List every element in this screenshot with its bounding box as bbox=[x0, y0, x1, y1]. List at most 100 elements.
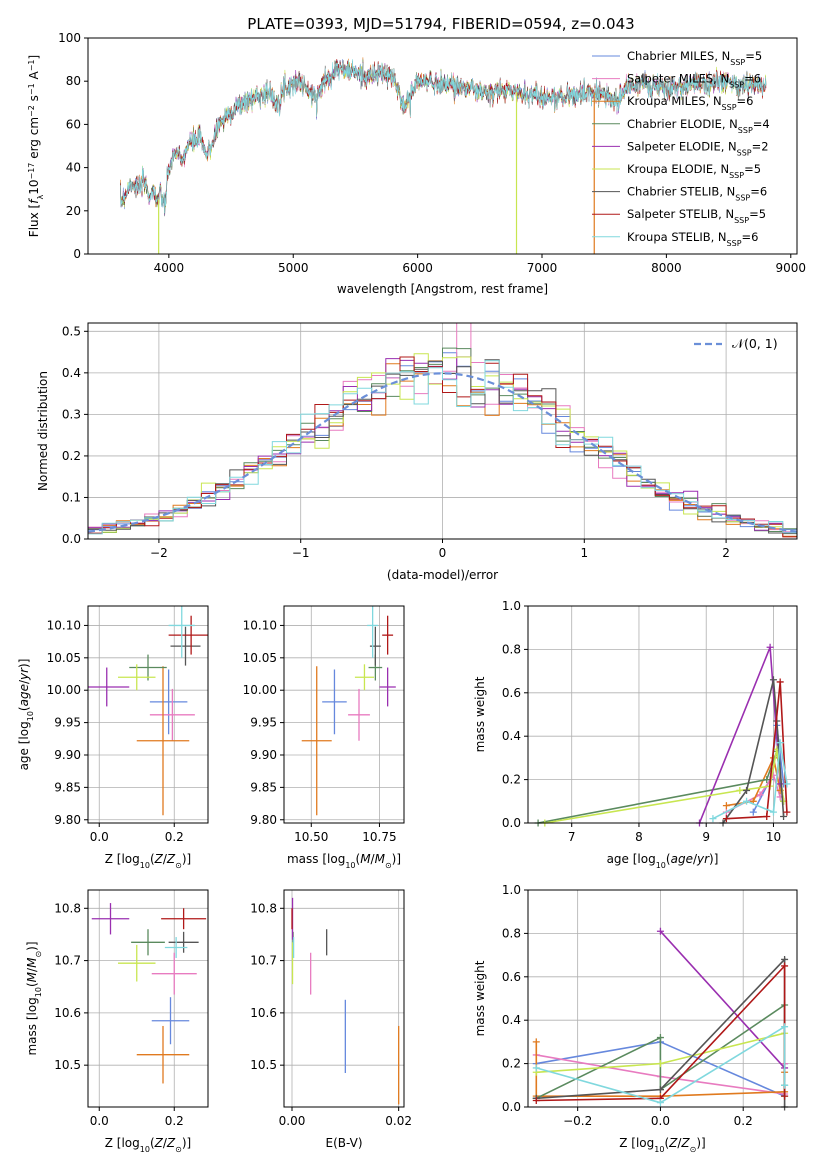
spectrum-ytick-label: 100 bbox=[58, 31, 81, 45]
weight-vs-age-point-marker bbox=[743, 797, 751, 805]
weight-vs-z-ytick-label: 0.6 bbox=[502, 970, 521, 984]
weight-vs-age-point-marker bbox=[776, 780, 784, 788]
residuals-ylabel: Normed distribution bbox=[36, 371, 50, 491]
residuals-legend-label: 𝒩(0, 1) bbox=[732, 336, 778, 351]
weight-vs-z-ytick-label: 0.4 bbox=[502, 1013, 521, 1027]
age-vs-mass-frame bbox=[283, 605, 405, 824]
age-vs-z-xlabel: Z [log10(Z/Z⊙)] bbox=[105, 852, 191, 870]
weight-vs-z-point-marker bbox=[656, 1034, 664, 1042]
residuals-xtick-label: 2 bbox=[722, 546, 730, 560]
residuals-frame bbox=[87, 322, 798, 540]
mass-vs-z-ylabel: mass [log10(M/M⊙)] bbox=[25, 941, 43, 1055]
spectrum-frame bbox=[87, 37, 798, 255]
age-vs-z-ytick-label: 9.80 bbox=[54, 813, 81, 827]
spectrum-xtick-label: 8000 bbox=[651, 261, 682, 275]
weight-vs-z-series-line bbox=[659, 930, 786, 1069]
mass-vs-z-ytick-label: 10.6 bbox=[54, 1006, 81, 1020]
weight-vs-z-point-marker bbox=[656, 1086, 664, 1094]
weight-vs-age-series-line bbox=[726, 681, 788, 820]
legend-label: Kroupa MILES, NSSP=6 bbox=[627, 94, 753, 112]
mass-vs-ebv-ytick-label: 10.8 bbox=[250, 901, 277, 915]
weight-vs-age-point-marker bbox=[766, 643, 774, 651]
age-vs-mass-ytick-label: 10.05 bbox=[243, 651, 277, 665]
weight-vs-z-ytick-label: 1.0 bbox=[502, 883, 521, 897]
legend-label: Salpeter MILES, NSSP=6 bbox=[627, 72, 761, 90]
weight-vs-z-ytick-label: 0.8 bbox=[502, 926, 521, 940]
mass-vs-ebv-xtick-label: 0.00 bbox=[279, 1114, 306, 1128]
weight-vs-age-point-marker bbox=[776, 739, 784, 747]
weight-vs-age-ytick-label: 0.8 bbox=[502, 642, 521, 656]
weight-vs-age-xtick-label: 10 bbox=[766, 830, 781, 844]
mass-vs-z-ytick-label: 10.7 bbox=[54, 954, 81, 968]
spectrum-xtick-label: 5000 bbox=[278, 261, 309, 275]
weight-vs-z-point-marker bbox=[781, 962, 789, 970]
weight-vs-z-frame bbox=[527, 889, 798, 1108]
weight-vs-age-point-marker bbox=[763, 776, 771, 784]
weight-vs-age-xtick-label: 8 bbox=[635, 830, 643, 844]
residuals-normal-curve bbox=[88, 372, 797, 533]
mass-vs-ebv-frame bbox=[283, 889, 405, 1108]
residuals-xtick-label: 1 bbox=[580, 546, 588, 560]
age-vs-mass-ytick-label: 9.95 bbox=[250, 716, 277, 730]
weight-vs-age-xlabel: age [log10(age/yr)] bbox=[607, 852, 719, 870]
residuals-ytick-label: 0.5 bbox=[62, 324, 81, 338]
weight-vs-age-xtick-label: 9 bbox=[702, 830, 710, 844]
mass-vs-ebv-ytick-label: 10.5 bbox=[250, 1058, 277, 1072]
weight-vs-age-xtick-label: 7 bbox=[568, 830, 576, 844]
mass-vs-z-frame bbox=[87, 889, 209, 1108]
age-vs-mass-ytick-label: 10.00 bbox=[243, 683, 277, 697]
legend-label: Kroupa ELODIE, NSSP=5 bbox=[627, 162, 761, 180]
age-vs-z-xtick-label: 0.2 bbox=[165, 830, 184, 844]
age-vs-z-ytick-label: 9.95 bbox=[54, 716, 81, 730]
residuals-xtick-label: −1 bbox=[292, 546, 310, 560]
weight-vs-age-point-marker bbox=[763, 812, 771, 820]
age-vs-z-ytick-label: 9.85 bbox=[54, 780, 81, 794]
residuals-ytick-label: 0.2 bbox=[62, 449, 81, 463]
weight-vs-z-point-marker bbox=[656, 1099, 664, 1107]
weight-vs-age-frame bbox=[527, 605, 798, 824]
weight-vs-age-ytick-label: 0.0 bbox=[502, 816, 521, 830]
spectrum-xlabel: wavelength [Angstrom, rest frame] bbox=[337, 282, 548, 296]
age-vs-mass-ytick-label: 9.80 bbox=[250, 813, 277, 827]
weight-vs-z-ytick-label: 0.0 bbox=[502, 1100, 521, 1114]
legend-label: Chabrier STELIB, NSSP=6 bbox=[627, 185, 767, 203]
age-vs-mass-xlabel: mass [log10(M/M⊙)] bbox=[287, 852, 401, 870]
weight-vs-age-ytick-label: 1.0 bbox=[502, 599, 521, 613]
residuals-xlabel: (data-model)/error bbox=[387, 568, 498, 582]
weight-vs-z-point-marker bbox=[781, 1092, 789, 1100]
weight-vs-age-ytick-label: 0.2 bbox=[502, 773, 521, 787]
weight-vs-age-point-marker bbox=[780, 812, 788, 820]
weight-vs-z-xlabel: Z [log10(Z/Z⊙)] bbox=[619, 1136, 705, 1154]
age-vs-mass-xtick-label: 10.50 bbox=[294, 830, 328, 844]
spectrum-ytick-label: 60 bbox=[66, 117, 81, 131]
legend-label: Chabrier ELODIE, NSSP=4 bbox=[627, 117, 770, 135]
weight-vs-age-point-marker bbox=[776, 678, 784, 686]
residuals-ytick-label: 0.1 bbox=[62, 490, 81, 504]
weight-vs-age-point-marker bbox=[756, 791, 764, 799]
mass-vs-z-ytick-label: 10.5 bbox=[54, 1058, 81, 1072]
age-vs-mass-ytick-label: 9.85 bbox=[250, 780, 277, 794]
legend-label: Salpeter STELIB, NSSP=5 bbox=[627, 207, 766, 225]
weight-vs-age-point-marker bbox=[769, 808, 777, 816]
weight-vs-z-point-marker bbox=[781, 1081, 789, 1089]
spectrum-ytick-label: 20 bbox=[66, 204, 81, 218]
weight-vs-z-series-line bbox=[536, 1025, 786, 1104]
weight-vs-age-point-marker bbox=[722, 802, 730, 810]
mass-vs-z-xlabel: Z [log10(Z/Z⊙)] bbox=[105, 1136, 191, 1154]
residuals-xtick-label: −2 bbox=[150, 546, 168, 560]
mass-vs-z-ytick-label: 10.8 bbox=[54, 901, 81, 915]
spectrum-xtick-label: 6000 bbox=[402, 261, 433, 275]
age-vs-z-ytick-label: 10.10 bbox=[47, 618, 81, 632]
spectrum-series-line bbox=[120, 59, 767, 214]
spectrum-ylabel: Flux [fλ10−17 erg cm−2 s−1 A−1] bbox=[27, 55, 45, 237]
spectrum-xtick-label: 4000 bbox=[154, 261, 185, 275]
age-vs-z-ylabel: age [log10(age/yr)] bbox=[17, 659, 35, 771]
weight-vs-z-point-marker bbox=[532, 1038, 540, 1046]
residuals-ytick-label: 0.4 bbox=[62, 366, 81, 380]
weight-vs-age-point-marker bbox=[783, 780, 791, 788]
spectrum-ytick-label: 0 bbox=[73, 247, 81, 261]
weight-vs-age-ytick-label: 0.4 bbox=[502, 729, 521, 743]
residuals-xtick-label: 0 bbox=[439, 546, 447, 560]
weight-vs-age-point-marker bbox=[783, 808, 791, 816]
